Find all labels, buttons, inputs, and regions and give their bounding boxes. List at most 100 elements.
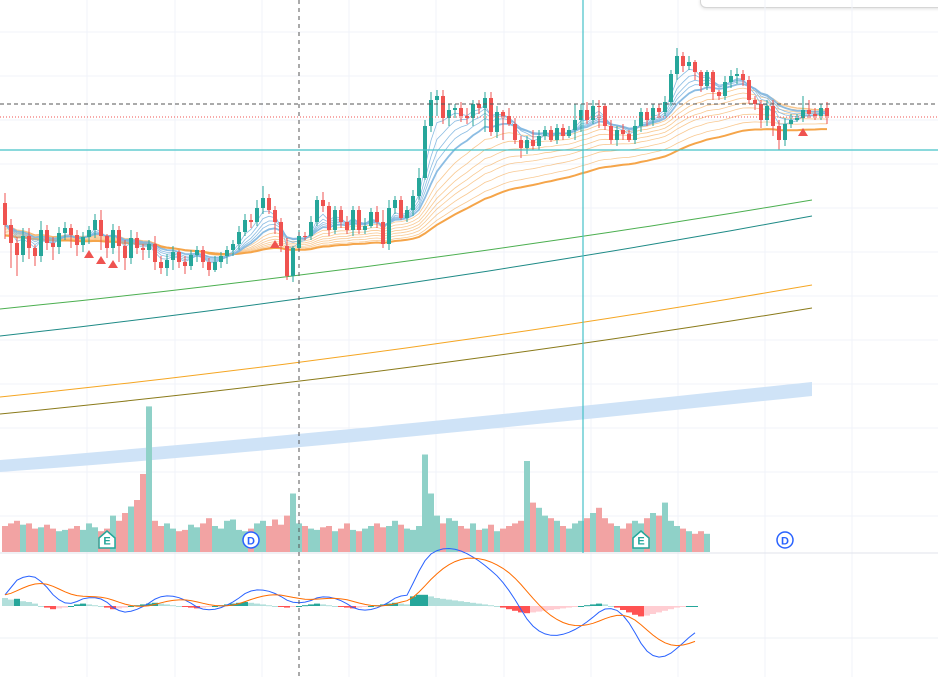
- volume-bar: [278, 524, 284, 552]
- candle: [459, 102, 463, 122]
- macd-histogram-bar: [434, 598, 440, 606]
- candle-body: [111, 230, 115, 248]
- macd-histogram-bar: [236, 602, 242, 606]
- candle: [801, 96, 805, 122]
- candle: [357, 206, 361, 234]
- macd-histogram-bar: [206, 606, 212, 607]
- volume-bar: [560, 526, 566, 552]
- macd-histogram-bar: [548, 606, 554, 610]
- macd-histogram-bar: [584, 605, 590, 607]
- candle: [717, 90, 721, 100]
- volume-bar: [194, 527, 200, 552]
- volume-bar: [512, 523, 518, 552]
- volume-bar: [116, 520, 122, 552]
- moving-average-band: [0, 382, 812, 472]
- candle: [705, 70, 709, 90]
- long-ma-band: [0, 382, 812, 472]
- macd-histogram-bar: [14, 598, 20, 606]
- event-badge-label: E: [103, 536, 110, 548]
- macd-histogram-bar: [92, 605, 98, 607]
- macd-histogram-bar: [266, 605, 272, 607]
- macd-histogram-bar: [188, 606, 194, 608]
- candle: [477, 100, 481, 114]
- macd-histogram-bar: [344, 606, 350, 608]
- macd-histogram-bar: [368, 606, 374, 607]
- candle: [447, 104, 451, 126]
- candle-body: [387, 208, 391, 244]
- candle-body: [219, 256, 223, 262]
- macd-histogram-bar: [260, 604, 266, 606]
- candle-body: [519, 140, 523, 148]
- candle: [267, 194, 271, 214]
- earnings-badge[interactable]: E: [98, 530, 116, 549]
- candle: [147, 240, 151, 258]
- candle-body: [549, 130, 553, 140]
- macd-histogram-bar: [128, 606, 134, 607]
- volume-bar: [164, 523, 170, 552]
- candle: [399, 196, 403, 220]
- volume-bar: [332, 531, 338, 552]
- candle: [513, 118, 517, 144]
- volume-bar: [518, 520, 524, 552]
- candle-body: [819, 108, 823, 116]
- earnings-badge[interactable]: E: [632, 530, 650, 549]
- candle-body: [693, 62, 697, 72]
- candle-body: [531, 140, 535, 146]
- dividend-badge[interactable]: D: [242, 531, 260, 549]
- candle-body: [771, 106, 775, 126]
- volume-bar: [266, 526, 272, 552]
- volume-bar: [452, 520, 458, 552]
- candle: [807, 100, 811, 118]
- candle: [195, 246, 199, 262]
- candle: [759, 100, 763, 128]
- candle-body: [489, 98, 493, 132]
- candle: [39, 221, 43, 262]
- volume-bar: [566, 528, 572, 552]
- volume-bar: [224, 520, 230, 552]
- candle-body: [141, 248, 145, 250]
- candle-body: [21, 236, 25, 255]
- candle-body: [153, 244, 157, 262]
- volume-bar: [482, 528, 488, 552]
- macd-histogram-bar: [656, 606, 662, 613]
- macd-histogram-bar: [662, 606, 668, 611]
- candle: [273, 206, 277, 234]
- volume-bar: [146, 406, 152, 552]
- ma-line-olive: [0, 307, 813, 415]
- macd-histogram-bar: [590, 604, 596, 606]
- macd-histogram-bar: [242, 602, 248, 606]
- volume-bar: [134, 500, 140, 552]
- macd-histogram-bar: [98, 606, 104, 607]
- dividend-badge[interactable]: D: [776, 531, 794, 549]
- macd-histogram-bar: [650, 606, 656, 614]
- candle-body: [723, 82, 727, 96]
- candle: [309, 216, 313, 240]
- candle: [93, 214, 97, 238]
- volume-bar: [674, 526, 680, 552]
- candle-body: [255, 208, 259, 222]
- earnings-badge-outline: [632, 530, 650, 549]
- candle: [243, 214, 247, 236]
- macd-histogram-bar: [500, 606, 506, 608]
- volume-bar: [356, 531, 362, 552]
- macd-histogram-bar: [626, 606, 632, 613]
- volume-bar: [470, 523, 476, 552]
- volume-bar: [110, 515, 116, 552]
- macd-histogram-bar: [332, 606, 338, 607]
- volume-bar: [20, 524, 26, 552]
- candle-body: [165, 260, 169, 268]
- candle: [231, 240, 235, 256]
- candlestick-series[interactable]: [3, 48, 829, 282]
- candle: [51, 237, 55, 260]
- volume-bar: [386, 526, 392, 552]
- candle-body: [147, 244, 151, 250]
- candle-body: [477, 104, 481, 108]
- candle-body: [423, 126, 427, 178]
- macd-histogram-bar: [290, 606, 296, 607]
- volume-bar: [530, 502, 536, 552]
- macd-histogram-bar: [578, 606, 584, 607]
- candle: [135, 232, 139, 254]
